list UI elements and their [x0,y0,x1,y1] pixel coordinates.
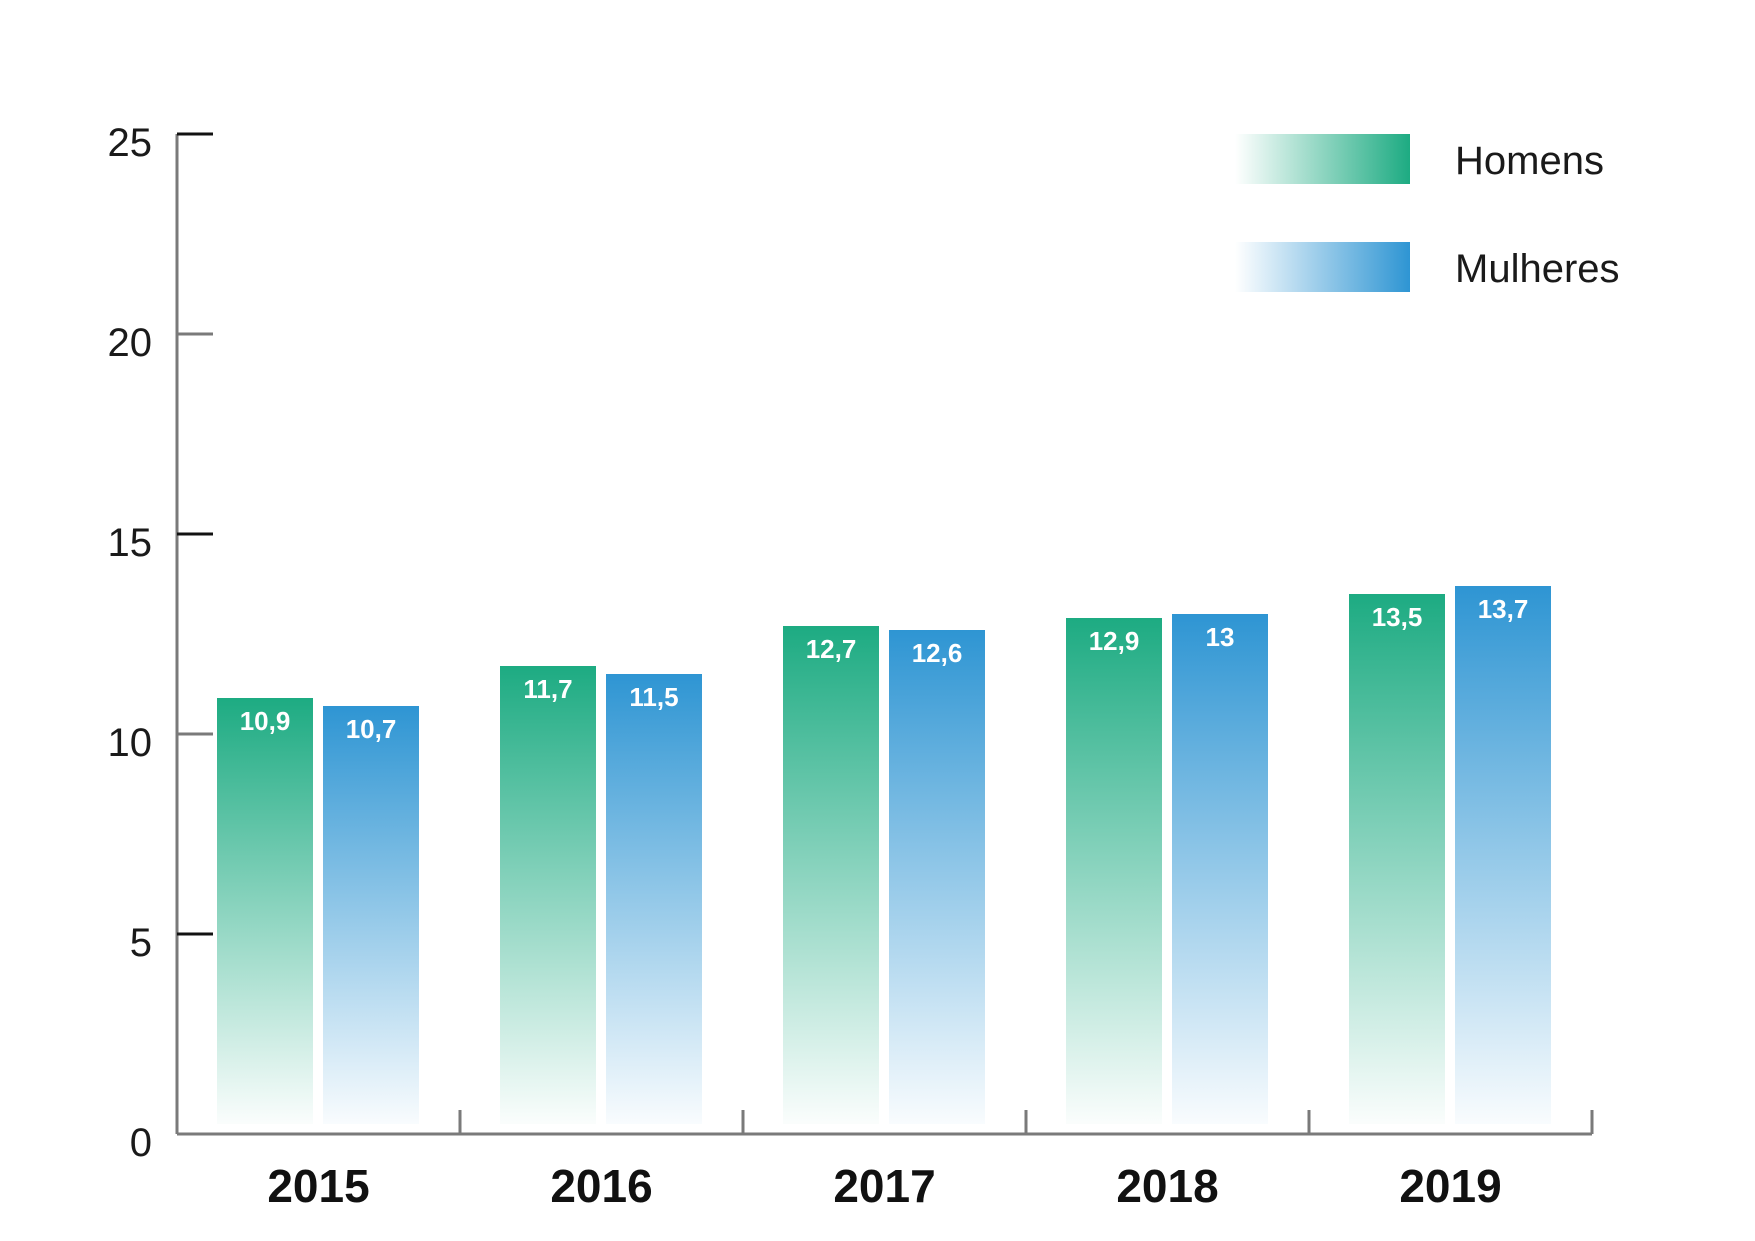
bar-label-mulheres-2018: 13 [1206,622,1235,652]
bar-mulheres-2018 [1172,614,1268,1124]
bar-homens-2017 [783,626,879,1124]
bar-label-mulheres-2015: 10,7 [346,714,397,744]
bar-homens-2018 [1066,618,1162,1124]
x-tick-label-2018: 2018 [1116,1160,1218,1212]
legend-label-homens: Homens [1455,139,1604,183]
legend-swatch-homens [1235,134,1410,184]
bar-homens-2015 [217,698,313,1124]
bar-homens-2019 [1349,594,1445,1124]
bar-label-homens-2018: 12,9 [1089,626,1140,656]
bar-label-homens-2019: 13,5 [1372,602,1423,632]
x-tick-label-2015: 2015 [267,1160,369,1212]
bar-homens-2016 [500,666,596,1124]
y-tick-label-10: 10 [108,721,153,765]
y-tick-label-25: 25 [108,121,153,165]
bar-label-homens-2016: 11,7 [523,674,572,704]
y-tick-label-15: 15 [108,521,153,565]
bar-mulheres-2016 [606,674,702,1124]
x-tick-label-2016: 2016 [550,1160,652,1212]
legend: Homens Mulheres [1235,134,1620,292]
legend-label-mulheres: Mulheres [1455,247,1620,291]
bar-mulheres-2017 [889,630,985,1124]
bar-mulheres-2015 [323,706,419,1124]
x-tick-label-2019: 2019 [1399,1160,1501,1212]
bar-label-mulheres-2016: 11,5 [629,682,678,712]
y-tick-label-0: 0 [130,1121,152,1165]
y-tick-label-20: 20 [108,321,153,365]
bar-label-mulheres-2019: 13,7 [1478,594,1529,624]
bar-label-homens-2017: 12,7 [806,634,857,664]
bar-mulheres-2019 [1455,586,1551,1124]
x-tick-label-2017: 2017 [833,1160,935,1212]
legend-swatch-mulheres [1235,242,1410,292]
y-tick-label-5: 5 [130,921,152,965]
bar-label-mulheres-2017: 12,6 [912,638,963,668]
bar-label-homens-2015: 10,9 [240,706,291,736]
